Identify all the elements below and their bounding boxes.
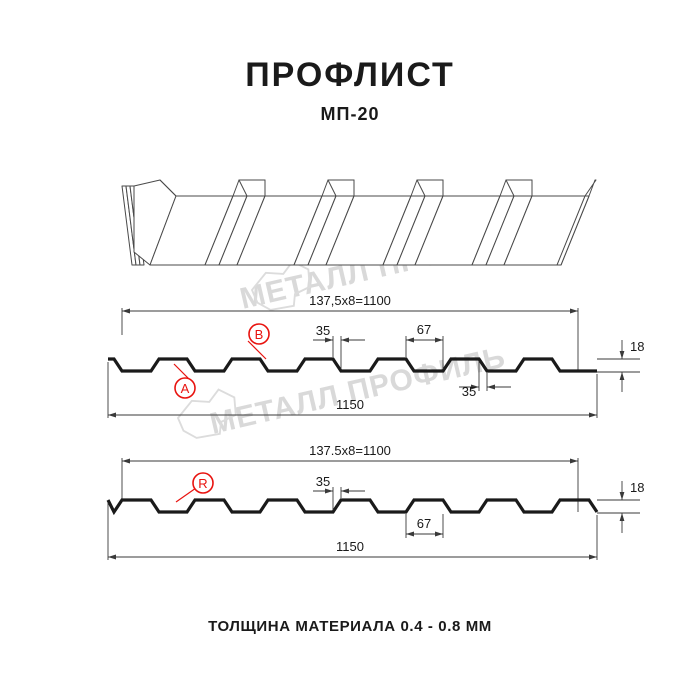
dimension-label-top-overall-a: 137,5x8=1100 (309, 293, 391, 308)
marker-b-label: B (255, 327, 264, 342)
watermark-logo (250, 260, 311, 311)
profile-a-section-line (108, 357, 597, 373)
page-title: ПРОФЛИСТ (245, 56, 455, 94)
dimension-label-height-18-a: 18 (630, 339, 644, 354)
dimension-label-valley-67-a: 67 (417, 322, 431, 337)
dimension-crest-35-bottom-a (459, 361, 511, 391)
dimension-crest-35-r (313, 487, 365, 510)
profile-a: 137,5x8=1100 1150 35 (107, 293, 644, 418)
dimension-label-valley-67-r: 67 (417, 516, 431, 531)
page-subtitle: МП-20 (320, 104, 380, 124)
marker-a-label: A (181, 381, 190, 396)
dimension-height-18-r (597, 481, 640, 533)
marker-r-label: R (198, 476, 207, 491)
dimension-top-overall-r (121, 458, 579, 512)
dimension-label-bottom-overall-r: 1150 (336, 539, 364, 554)
dimension-bottom-overall-a (107, 362, 598, 418)
dimension-label-top-overall-r: 137.5x8=1100 (309, 443, 391, 458)
dimension-bottom-overall-r (107, 503, 598, 560)
dimension-label-bottom-overall-a: 1150 (336, 397, 364, 412)
marker-a: A (173, 363, 196, 399)
dimension-height-18-a (597, 340, 640, 392)
profile-r: 137.5x8=1100 1150 35 (106, 443, 644, 560)
marker-b: B (247, 323, 270, 360)
dimension-valley-67-r (405, 514, 444, 538)
marker-r: R (175, 472, 214, 503)
dimension-label-height-18-r: 18 (630, 480, 644, 495)
dimension-label-crest-35-a: 35 (316, 323, 330, 338)
profile-r-section-line (106, 498, 599, 516)
dimension-top-overall-a (121, 308, 579, 370)
profile-3d-view (121, 179, 597, 266)
material-thickness-note: ТОЛЩИНА МАТЕРИАЛА 0.4 - 0.8 ММ (208, 618, 492, 635)
dimension-valley-67-a (405, 336, 444, 369)
dimension-label-crest-35-bottom-a: 35 (462, 384, 476, 399)
dimension-crest-35-a (313, 336, 365, 369)
dimension-label-crest-35-r: 35 (316, 474, 330, 489)
